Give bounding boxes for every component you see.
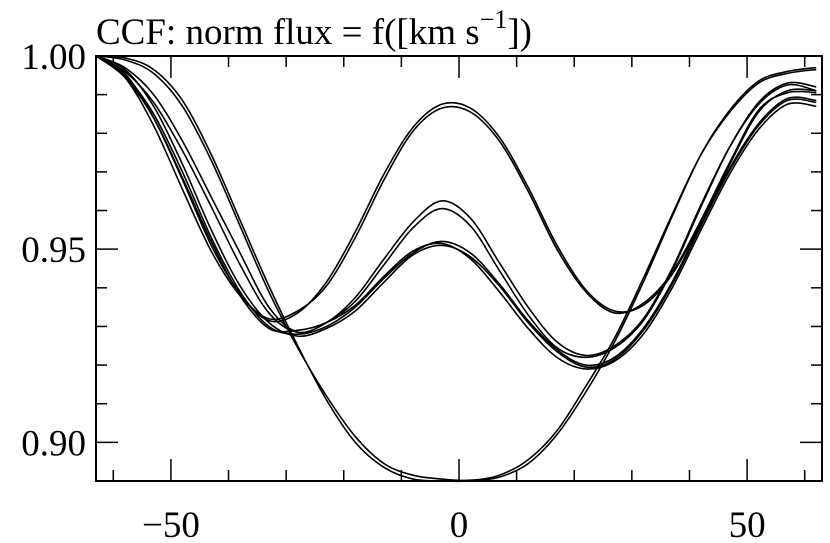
ccf-series-line-7 [95,55,817,370]
x-tick-label: −50 [142,505,200,543]
ccf-series [95,55,817,483]
ccf-series-line-1 [95,55,817,323]
tick-labels: −50 0 50 1.00 0.95 0.90 [21,37,765,543]
x-tick-label: 50 [729,505,766,543]
y-tick-label: 0.95 [21,230,86,271]
plot-frame [95,55,823,482]
ccf-series-line-8 [95,55,817,483]
chart-title-superscript: −1 [480,5,508,34]
chart-title-end: ]) [507,12,532,53]
ccf-series-line-4 [95,55,817,357]
chart-title: CCF: norm flux = f([km s−1]) [96,5,532,53]
ccf-series-line-6 [95,55,817,367]
chart-title-main: CCF: norm flux = f([km s [96,12,480,53]
y-tick-label: 1.00 [21,37,86,78]
axis-ticks [96,55,822,482]
y-tick-label: 0.90 [21,423,86,464]
x-tick-label: 0 [450,505,469,543]
ccf-series-line-3 [95,55,817,359]
ccf-series-line-9 [95,55,817,482]
ccf-series-line-2 [95,55,817,321]
